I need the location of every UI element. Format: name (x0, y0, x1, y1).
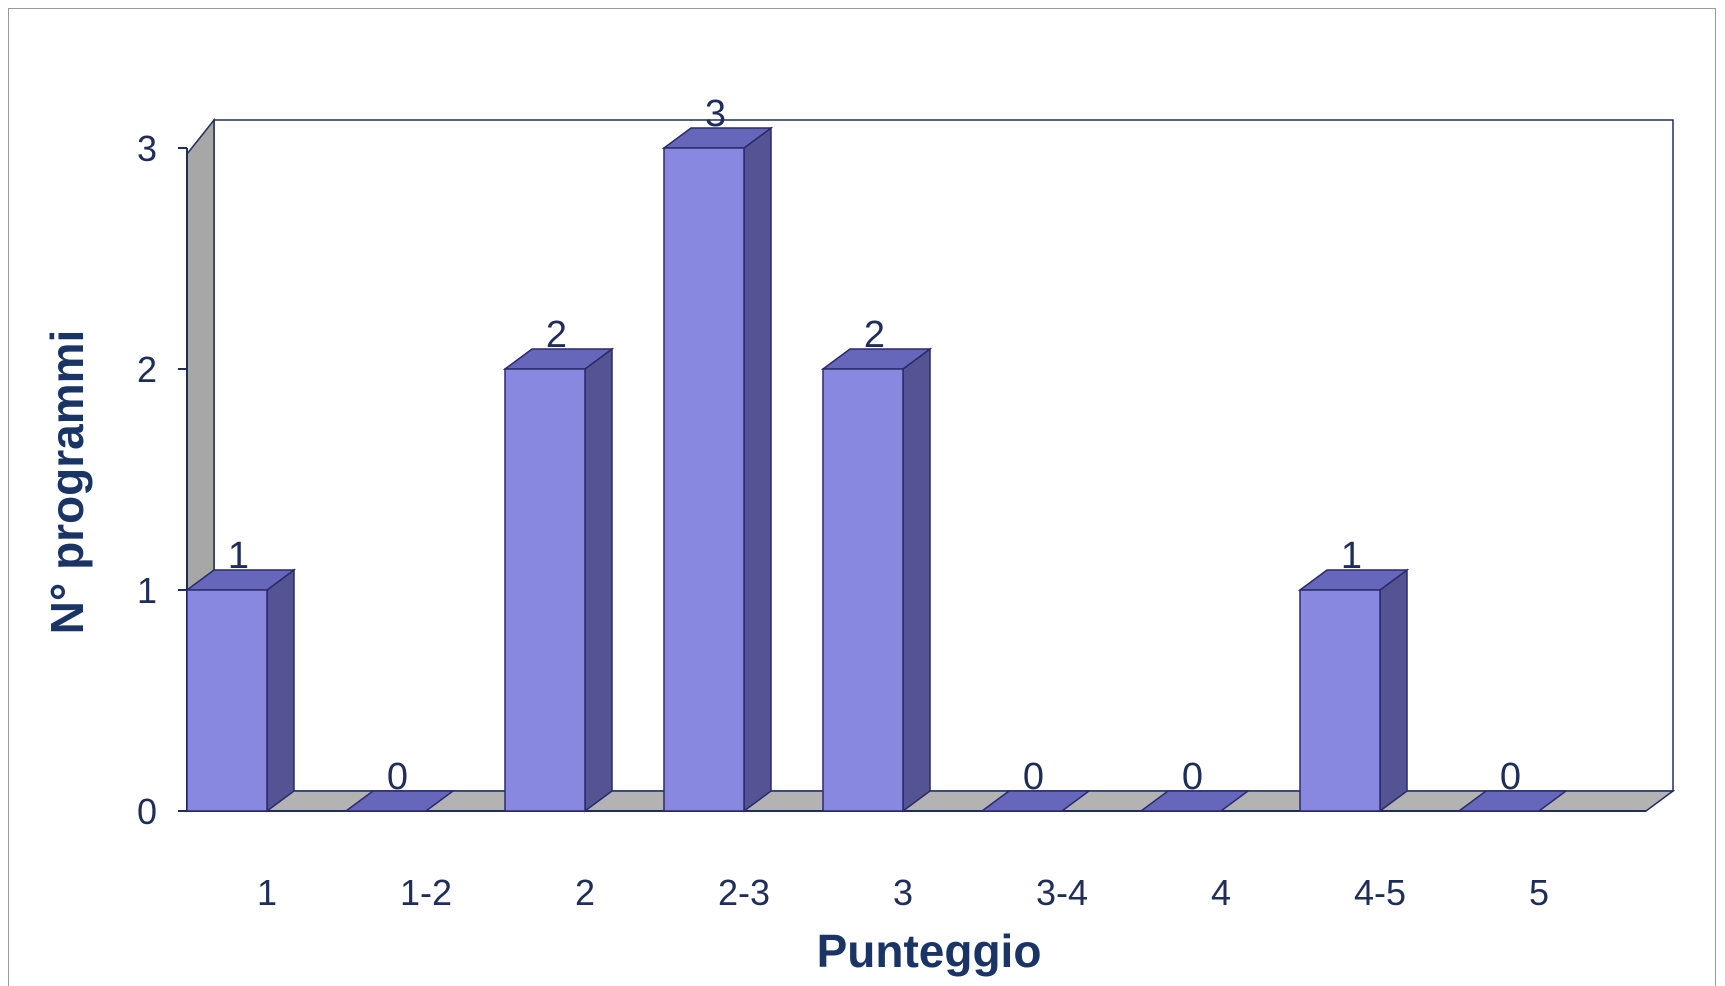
bar (663, 147, 745, 812)
y-tick-label: 1 (137, 570, 157, 611)
y-tick-label: 0 (137, 791, 157, 832)
data-label: 3 (705, 93, 726, 135)
y-axis-title: N° programmi (41, 330, 93, 635)
chart-axes: 0 1 2 3 (137, 128, 1646, 832)
data-label: 2 (546, 314, 567, 356)
data-label: 1 (1341, 535, 1362, 577)
x-tick-label: 3-4 (1036, 872, 1088, 913)
x-tick-label: 5 (1529, 872, 1549, 913)
x-tick-label: 1-2 (400, 872, 452, 913)
x-tick-label: 1 (257, 872, 277, 913)
bar (1299, 589, 1381, 812)
data-label: 0 (1023, 756, 1044, 798)
x-tick-label: 2-3 (718, 872, 770, 913)
bar (343, 790, 456, 812)
bar-side (266, 568, 295, 813)
chart-labels: 1 1 0 1-2 2 2 3 2-3 2 3 0 3-4 0 4 1 4-5 0 5 (228, 93, 1549, 913)
bar-side (584, 347, 613, 813)
bar (822, 368, 904, 812)
bar-side (902, 347, 931, 813)
x-tick-label: 4-5 (1354, 872, 1406, 913)
back-wall (213, 119, 1674, 792)
data-label: 2 (864, 314, 885, 356)
x-tick-label: 4 (1211, 872, 1231, 913)
y-tick-label: 3 (137, 128, 157, 169)
chart-walls (184, 117, 1676, 813)
data-label: 0 (1182, 756, 1203, 798)
data-label: 0 (1500, 756, 1521, 798)
x-axis-title: Punteggio (817, 925, 1042, 977)
data-label: 0 (387, 756, 408, 798)
bar (186, 589, 268, 812)
x-tick-label: 3 (893, 872, 913, 913)
data-label: 1 (228, 535, 249, 577)
chart-frame (8, 8, 1716, 986)
bar (504, 368, 586, 812)
bar-side (1379, 568, 1408, 813)
y-tick-label: 2 (137, 349, 157, 390)
x-tick-label: 2 (575, 872, 595, 913)
chart-bars (184, 126, 1569, 813)
bar-side (743, 126, 772, 813)
bar (1456, 790, 1569, 812)
bar (979, 790, 1092, 812)
bar (1138, 790, 1251, 812)
